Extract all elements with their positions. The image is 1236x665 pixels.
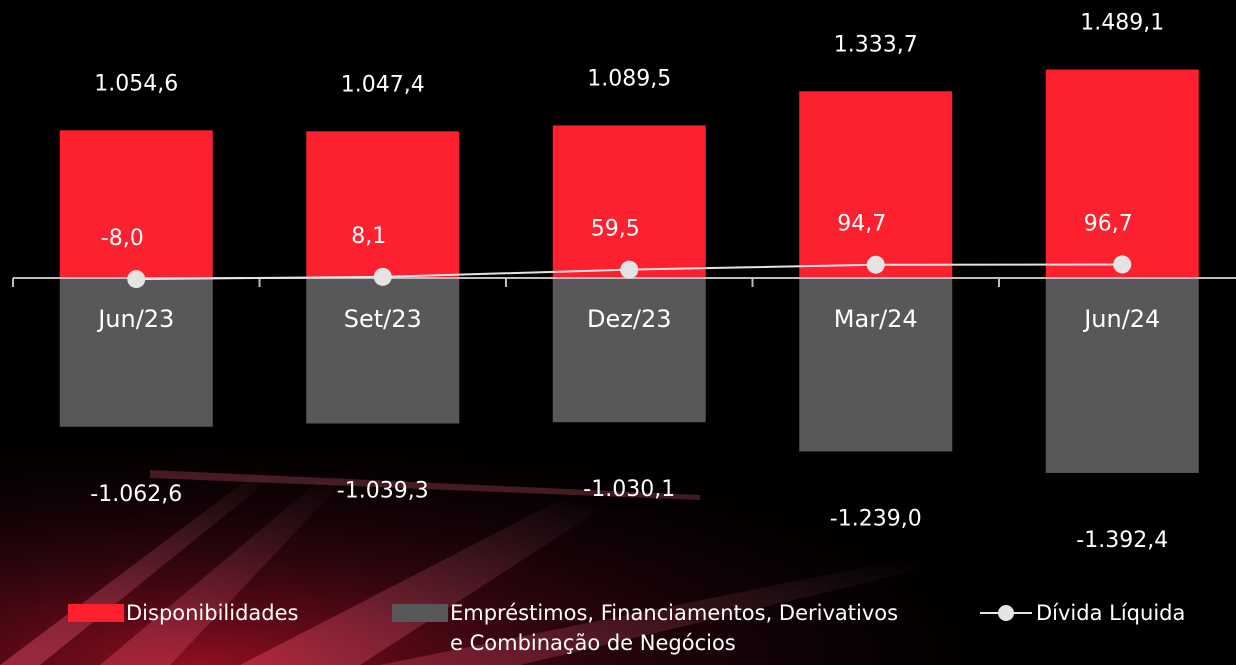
bar [552, 278, 706, 423]
bar [1045, 69, 1199, 278]
value-label: -1.030,1 [583, 477, 675, 502]
legend-marker [998, 605, 1014, 621]
value-label: 1.047,4 [341, 72, 425, 97]
value-label: 59,5 [591, 217, 640, 242]
value-label: 8,1 [351, 224, 386, 249]
value-label: 1.054,6 [94, 71, 178, 96]
bar [799, 91, 953, 278]
value-label: 1.089,5 [587, 66, 671, 91]
bar [552, 125, 706, 278]
x-tick-label: Dez/23 [587, 305, 671, 333]
line-marker [1113, 255, 1132, 274]
bar [1045, 278, 1199, 473]
legend-label: Disponibilidades [126, 601, 299, 625]
bar [59, 278, 213, 427]
legend-label: Empréstimos, Financiamentos, Derivativos… [450, 601, 899, 655]
line-marker [866, 255, 885, 274]
legend-item: Empréstimos, Financiamentos, Derivativos… [392, 598, 912, 658]
value-label: 94,7 [837, 212, 886, 237]
legend-label: Dívida Líquida [1036, 601, 1186, 625]
bar [59, 130, 213, 278]
value-label: -1.239,0 [830, 506, 922, 531]
line-marker [620, 260, 639, 279]
legend-item: Disponibilidades [68, 598, 299, 628]
legend-item: Dívida Líquida [980, 598, 1185, 628]
value-label: -1.062,6 [90, 482, 182, 507]
value-label: 1.489,1 [1080, 11, 1164, 36]
x-tick-label: Jun/23 [96, 305, 174, 333]
legend-swatch [980, 605, 1032, 621]
legend-swatch [392, 604, 448, 622]
x-tick-label: Mar/24 [834, 305, 918, 333]
value-label: 1.333,7 [834, 32, 918, 57]
x-tick-label: Set/23 [344, 305, 422, 333]
bar [306, 278, 460, 424]
x-tick-label: Jun/24 [1082, 305, 1160, 333]
bar [306, 131, 460, 278]
value-label: -1.039,3 [337, 479, 429, 504]
line-marker [127, 270, 146, 289]
value-label: -1.392,4 [1076, 528, 1168, 553]
value-label: 96,7 [1084, 211, 1133, 236]
value-label: -8,0 [101, 226, 144, 251]
bar [799, 278, 953, 452]
line-marker [373, 267, 392, 286]
legend-swatch [68, 604, 124, 622]
